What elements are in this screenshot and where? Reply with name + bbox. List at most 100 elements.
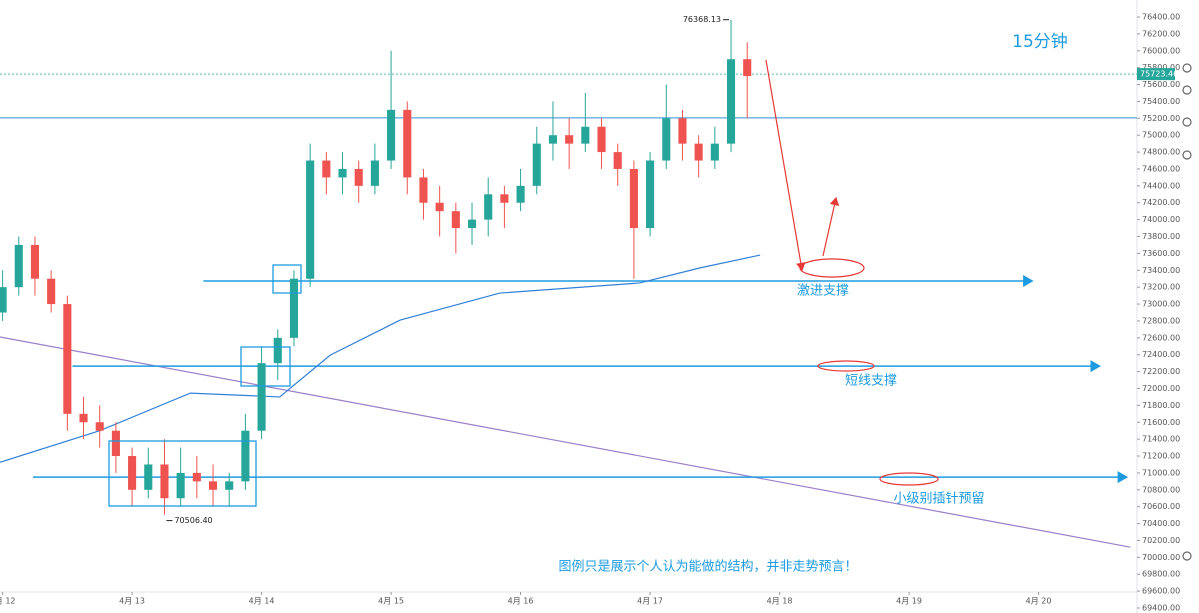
candle-body — [387, 109, 396, 161]
candle-body — [548, 135, 558, 144]
candle-body — [467, 219, 477, 229]
x-tick-label: 4月 18 — [767, 597, 793, 606]
consolidation-box — [240, 346, 291, 387]
y-tick-label: 70200.00 — [1142, 536, 1180, 545]
y-tick-label: 76000.00 — [1142, 46, 1180, 55]
y-tick-label: 71600.00 — [1142, 418, 1180, 427]
candle-body — [629, 168, 638, 229]
y-tick-label: 70000.00 — [1142, 553, 1180, 562]
toolbar — [1182, 63, 1192, 561]
candle-body — [370, 160, 379, 186]
candle-body — [484, 194, 493, 220]
candle-body — [646, 160, 655, 229]
last-price-label: 75723.46 — [1140, 70, 1178, 79]
candle-body — [694, 143, 703, 161]
candle-body — [14, 244, 23, 288]
y-tick-label: 69800.00 — [1142, 570, 1180, 579]
y-tick-label: 73200.00 — [1142, 283, 1180, 292]
candle-body — [128, 456, 137, 490]
y-tick-label: 75000.00 — [1142, 131, 1180, 140]
candle-body — [208, 481, 218, 490]
tool-icon[interactable] — [1182, 150, 1192, 160]
candle-body — [241, 430, 250, 482]
chart-title: 15分钟 — [1012, 32, 1068, 52]
y-tick-label: 72800.00 — [1142, 316, 1180, 325]
candle-body — [532, 143, 541, 186]
tool-icon[interactable] — [1182, 117, 1192, 127]
candle-body — [0, 287, 7, 313]
y-tick-label: 74800.00 — [1142, 148, 1180, 157]
candle-body — [451, 211, 460, 229]
candle-body — [726, 59, 736, 144]
support-label: 小级别插针预留 — [893, 492, 984, 507]
candle-body — [565, 135, 574, 144]
y-tick-label: 74200.00 — [1142, 198, 1180, 207]
candle-body — [322, 160, 331, 178]
candle-body — [581, 126, 590, 144]
candle-body — [435, 202, 444, 212]
tool-icon[interactable] — [1182, 63, 1192, 73]
y-tick-label: 75600.00 — [1142, 80, 1180, 89]
y-tick-label: 70800.00 — [1142, 485, 1180, 494]
candle-body — [144, 464, 153, 490]
candle-body — [403, 109, 412, 178]
projection-arrow — [822, 196, 840, 257]
y-tick-label: 74400.00 — [1142, 181, 1180, 190]
candle-body — [613, 152, 622, 169]
x-tick-label: 4月 16 — [508, 597, 534, 606]
tool-icon[interactable] — [1182, 85, 1192, 95]
candle-body — [500, 194, 509, 203]
moving-average — [0, 254, 761, 463]
extreme-label: 70506.40 — [174, 516, 212, 525]
y-tick-label: 73600.00 — [1142, 249, 1180, 258]
candle-body — [662, 118, 671, 161]
extreme-label: 76368.13 — [683, 15, 721, 24]
y-tick-label: 75200.00 — [1142, 114, 1180, 123]
y-tick-label: 70400.00 — [1142, 519, 1180, 528]
x-tick-label: 4月 12 — [0, 597, 15, 606]
candle-body — [306, 160, 315, 279]
y-tick-label: 70600.00 — [1142, 502, 1180, 511]
y-tick-label: 71000.00 — [1142, 468, 1180, 477]
y-tick-label: 74600.00 — [1142, 164, 1180, 173]
candle-body — [111, 430, 120, 457]
candle-body — [30, 244, 40, 279]
trendline — [0, 336, 1131, 548]
candle-body — [79, 413, 88, 423]
candle-body — [289, 278, 299, 338]
note: 图例只是展示个人认为能做的结构，并非走势预言！ — [558, 559, 857, 575]
candle-body — [273, 337, 282, 364]
y-tick-label: 75800.00 — [1142, 63, 1180, 72]
candle-body — [419, 177, 428, 203]
projection-arrow — [765, 59, 806, 272]
x-tick-label: 4月 17 — [637, 597, 663, 606]
tool-icon[interactable] — [1182, 551, 1192, 561]
x-tick-label: 4月 19 — [896, 597, 922, 606]
candle-body — [257, 363, 266, 431]
candle-body — [710, 143, 719, 161]
support-label: 短线支撑 — [845, 374, 897, 389]
candle-body — [354, 168, 363, 186]
y-tick-label: 72000.00 — [1142, 384, 1180, 393]
x-tick-label: 4月 14 — [249, 597, 275, 606]
candle-body — [597, 126, 606, 153]
candle-body — [176, 472, 185, 499]
x-tick-label: 4月 13 — [119, 597, 145, 606]
candle-body — [338, 168, 347, 178]
x-tick-label: 4月 20 — [1026, 597, 1052, 606]
y-tick-label: 72200.00 — [1142, 367, 1180, 376]
consolidation-box — [272, 264, 302, 294]
consolidation-box — [108, 440, 257, 507]
y-tick-label: 71200.00 — [1142, 452, 1180, 461]
y-tick-label: 73400.00 — [1142, 266, 1180, 275]
candle-body — [225, 481, 234, 490]
candle-body — [743, 59, 752, 77]
y-tick-label: 73000.00 — [1142, 300, 1180, 309]
y-tick-label: 69600.00 — [1142, 587, 1180, 596]
y-tick-label: 69400.00 — [1142, 604, 1180, 613]
support-label: 激进支撑 — [797, 284, 849, 299]
candle-body — [47, 278, 56, 305]
